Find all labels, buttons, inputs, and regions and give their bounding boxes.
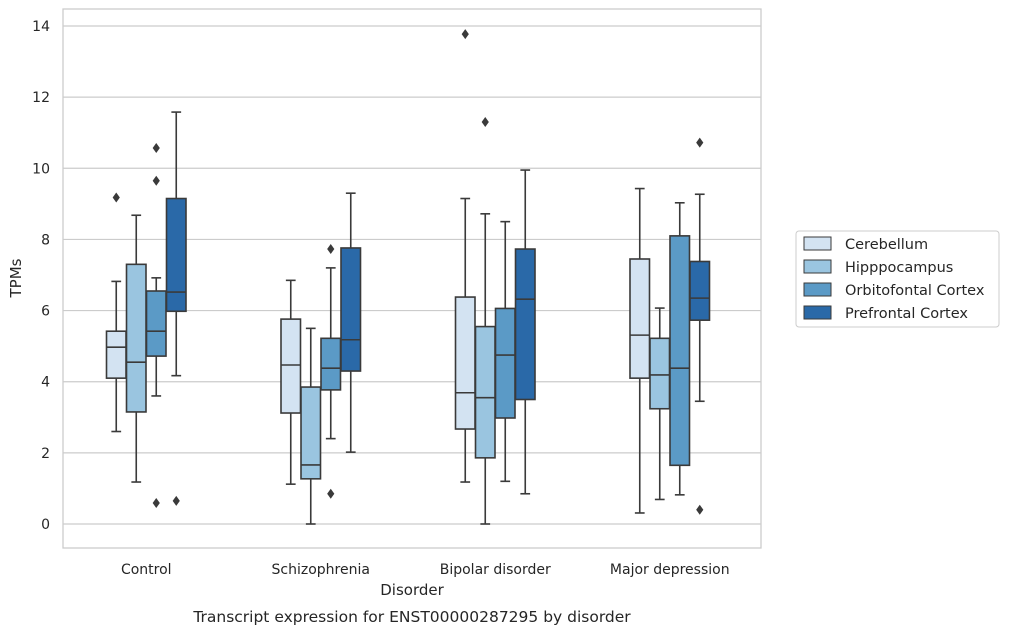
legend-swatch <box>803 259 832 274</box>
y-tick-label: 10 <box>32 161 50 177</box>
legend-label: Orbitofontal Cortex <box>845 283 985 299</box>
box-cerebellum <box>629 187 651 514</box>
box-prefrontal-cortex <box>514 169 536 495</box>
box-orbitofontal-cortex <box>494 220 516 483</box>
outlier-point <box>696 137 704 148</box>
box-iqr <box>629 258 651 379</box>
outlier-point <box>152 143 160 154</box>
x-tick-label: Schizophrenia <box>272 562 370 578</box>
outlier-point <box>461 29 469 40</box>
box-orbitofontal-cortex <box>320 244 342 499</box>
legend-label: Hipppocampus <box>845 260 953 276</box>
outlier-point <box>172 495 180 506</box>
outlier-point <box>327 488 335 499</box>
y-tick-label: 2 <box>41 446 50 462</box>
y-tick-label: 0 <box>41 517 50 533</box>
box-iqr <box>474 325 496 459</box>
box-hipppocampus <box>474 117 496 525</box>
legend-swatch <box>803 282 832 297</box>
y-axis-label: TPMs <box>7 258 25 298</box>
box-iqr <box>105 330 127 379</box>
legend-frame <box>795 230 1000 328</box>
x-tick-label: Major depression <box>610 562 730 578</box>
legend-swatch <box>803 236 832 251</box>
box-iqr <box>669 235 691 467</box>
box-iqr <box>454 296 476 430</box>
legend-label: Cerebellum <box>845 237 928 253</box>
x-tick-label: Bipolar disorder <box>440 562 551 578</box>
box-groups <box>105 29 711 525</box>
outlier-point <box>112 192 120 203</box>
y-tick-label: 12 <box>32 90 50 106</box>
chart-caption: Transcript expression for ENST0000028729… <box>192 608 631 626</box>
box-iqr <box>145 290 167 357</box>
box-hipppocampus <box>649 307 671 501</box>
x-tick-label: Control <box>121 562 172 578</box>
x-tick-labels: Control Schizophrenia Bipolar disorder Majo… <box>121 562 730 578</box>
box-cerebellum <box>280 279 302 485</box>
box-iqr <box>649 337 671 410</box>
box-iqr <box>165 197 187 313</box>
outlier-point <box>152 498 160 509</box>
outlier-point <box>327 244 335 255</box>
box-iqr <box>300 386 322 480</box>
box-cerebellum <box>105 192 127 433</box>
outlier-point <box>696 504 704 515</box>
outlier-point <box>152 175 160 186</box>
box-iqr <box>280 318 302 414</box>
box-orbitofontal-cortex <box>669 201 691 496</box>
y-tick-label: 14 <box>32 19 50 35</box>
box-prefrontal-cortex <box>340 192 362 453</box>
box-iqr <box>494 307 516 419</box>
box-prefrontal-cortex <box>689 137 711 515</box>
box-orbitofontal-cortex <box>145 143 167 509</box>
legend-swatch <box>803 305 832 320</box>
plot-frame <box>62 8 762 549</box>
outlier-point <box>481 117 489 128</box>
y-tick-label: 6 <box>41 304 50 320</box>
legend-label: Prefrontal Cortex <box>845 306 968 322</box>
box-prefrontal-cortex <box>165 111 187 506</box>
x-axis-label: Disorder <box>380 581 444 599</box>
box-hipppocampus <box>300 327 322 525</box>
y-tick-label: 8 <box>41 232 50 248</box>
box-iqr <box>340 247 362 372</box>
box-iqr <box>320 337 342 391</box>
box-iqr <box>514 248 536 401</box>
box-iqr <box>689 260 711 321</box>
box-iqr <box>125 263 147 413</box>
y-tick-labels: 0 2 4 6 8 10 12 14 <box>32 19 50 533</box>
y-tick-label: 4 <box>41 375 50 391</box>
box-hipppocampus <box>125 214 147 483</box>
legend: Cerebellum Hipppocampus Orbitofontal Corte… <box>795 230 1000 328</box>
